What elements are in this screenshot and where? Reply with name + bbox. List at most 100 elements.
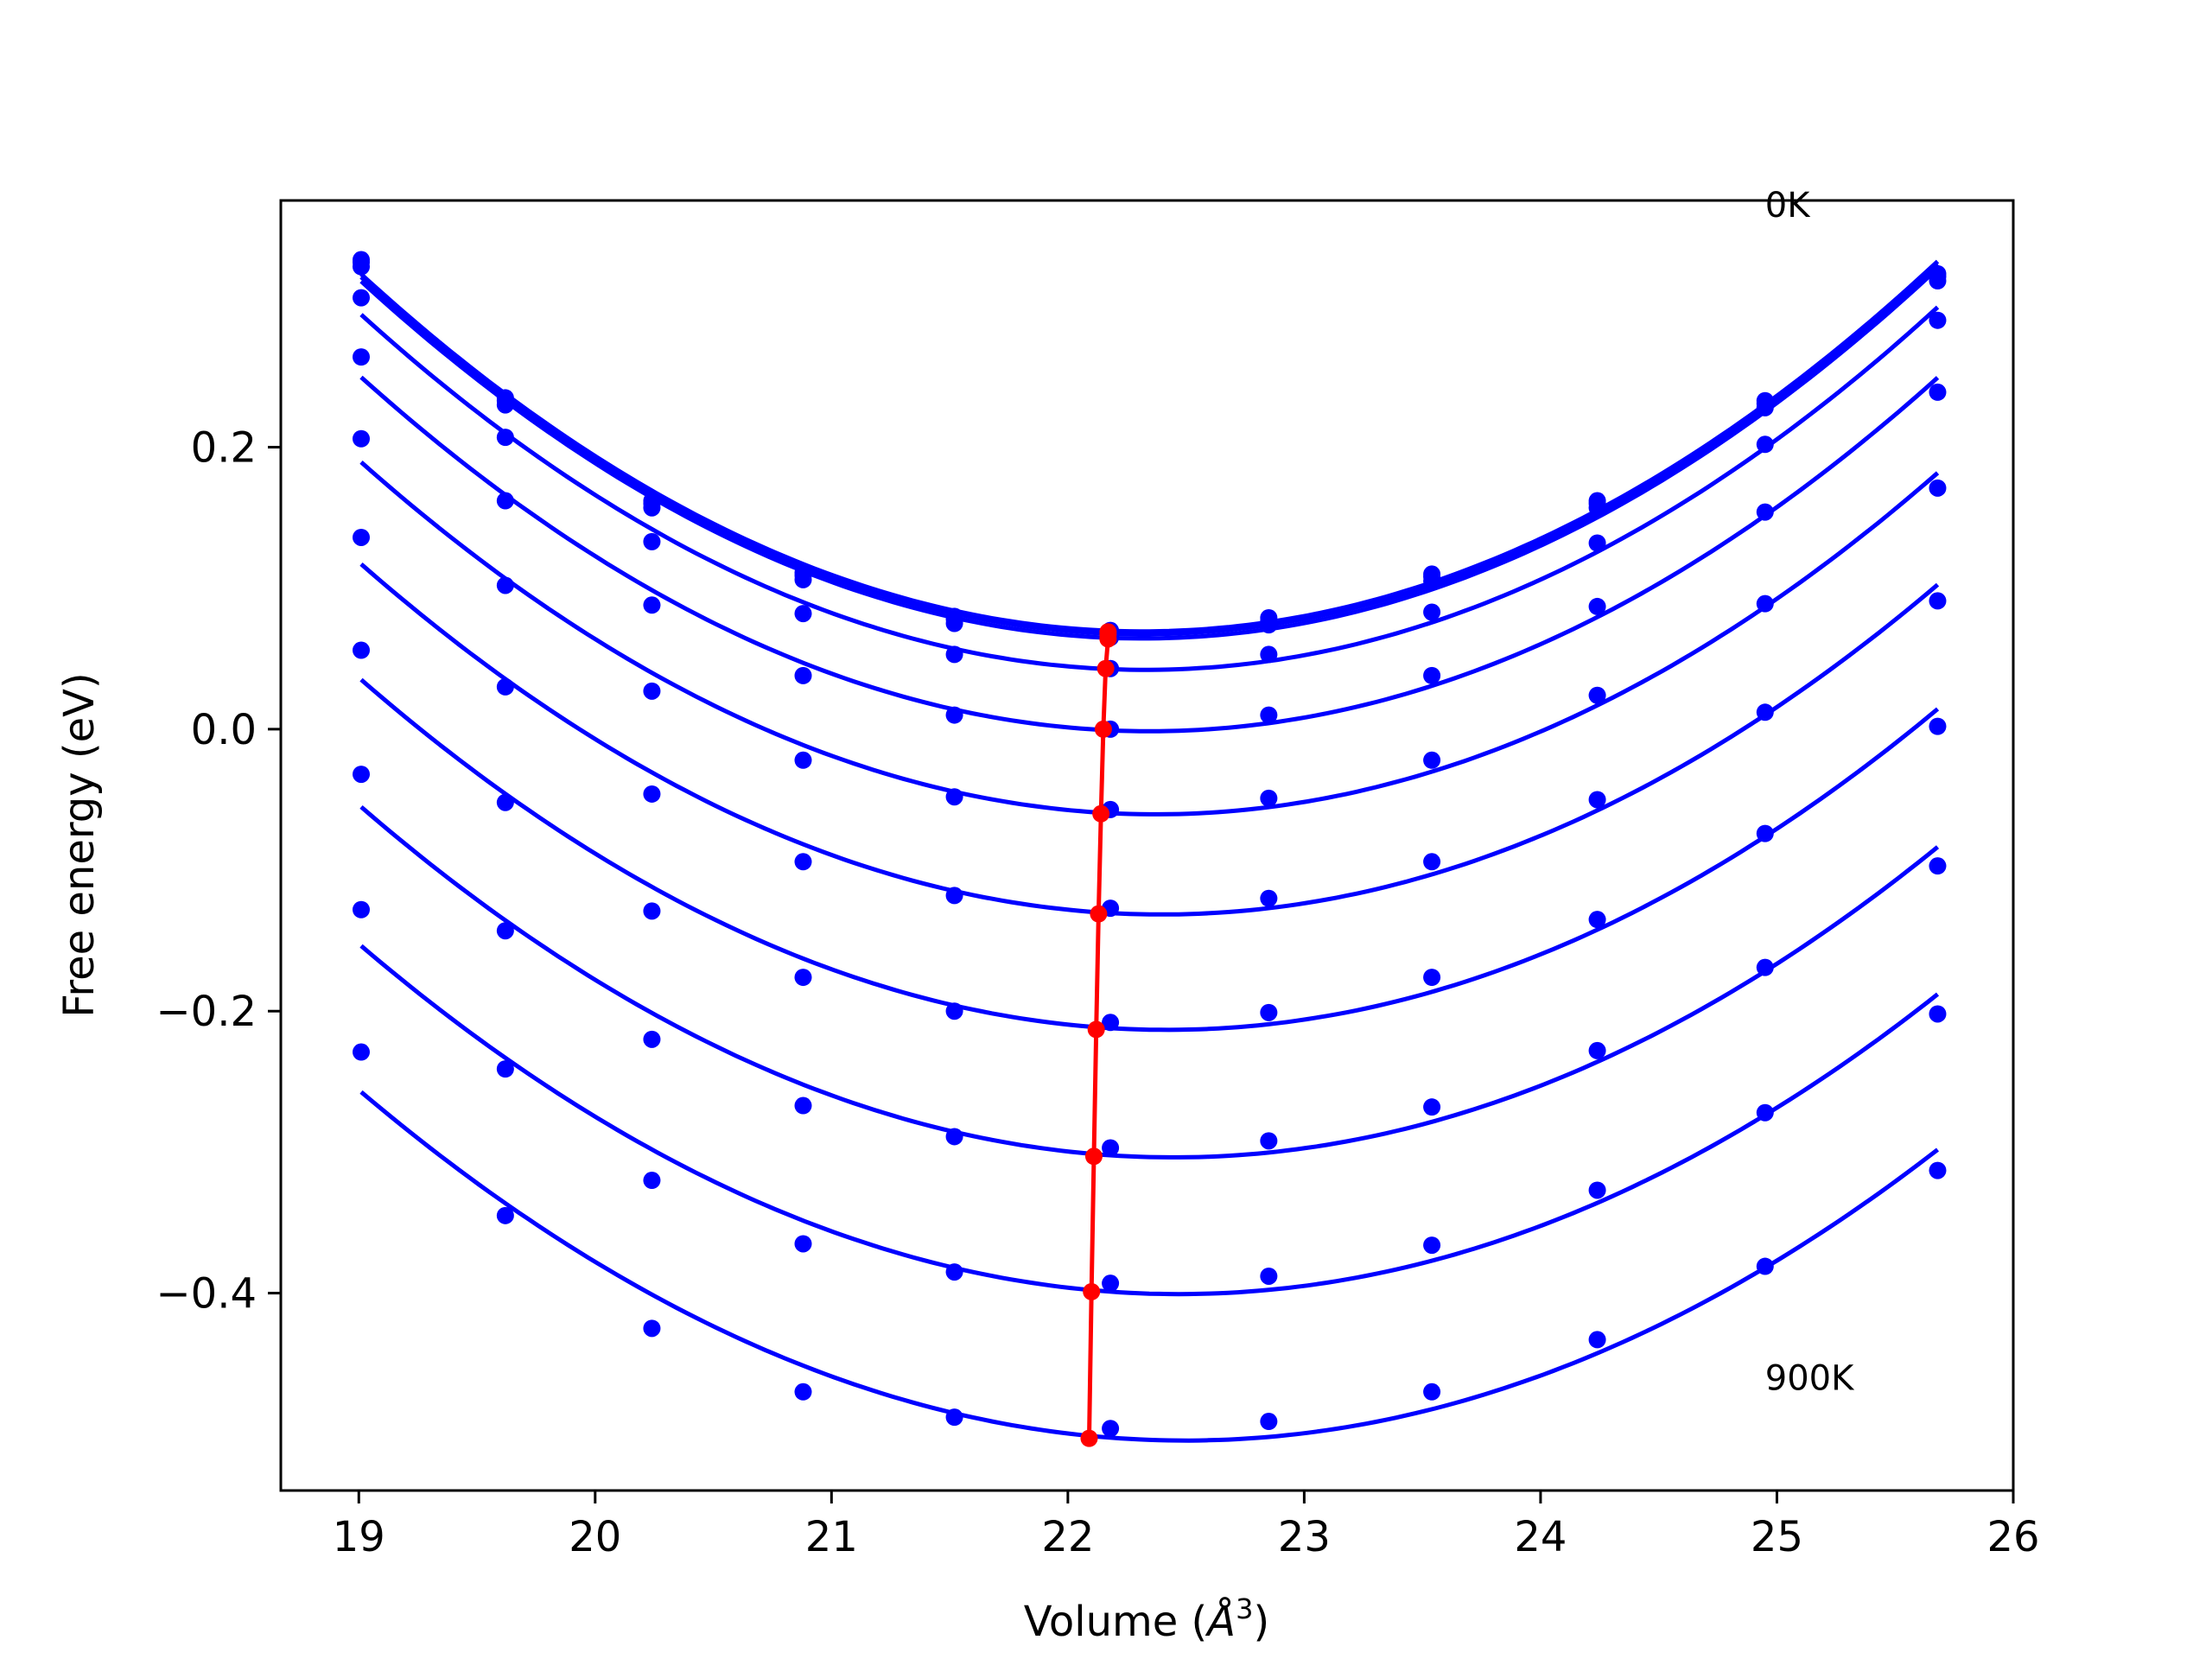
x-axis-label: Volume (Å3) <box>1024 1592 1269 1646</box>
data-point <box>496 793 514 811</box>
data-point <box>643 499 661 517</box>
data-point <box>945 788 963 806</box>
x-tick-label: 26 <box>1986 1513 2039 1561</box>
minimum-point <box>1099 630 1117 648</box>
data-point <box>643 902 661 920</box>
data-point <box>1929 311 1947 329</box>
data-point <box>1756 1257 1774 1275</box>
data-point <box>1423 603 1441 621</box>
data-point <box>1588 686 1606 704</box>
data-point <box>1929 857 1947 875</box>
data-point <box>1260 789 1278 807</box>
data-point <box>496 677 514 696</box>
data-point <box>1260 706 1278 724</box>
data-point <box>1588 534 1606 552</box>
data-point <box>945 1408 963 1427</box>
annotation-layer: 0K 900K <box>1765 186 1855 1399</box>
fit-curve-2 <box>359 266 1940 641</box>
data-point <box>1756 398 1774 416</box>
data-point <box>353 1043 371 1061</box>
data-point <box>1756 703 1774 721</box>
data-point <box>794 605 812 623</box>
data-point <box>1929 272 1947 290</box>
y-tick-label: −0.2 <box>156 988 257 1036</box>
data-point <box>643 596 661 614</box>
data-point <box>794 1382 812 1401</box>
data-point <box>353 289 371 307</box>
fit-curve-4 <box>359 375 1940 734</box>
data-point <box>1756 435 1774 454</box>
data-point <box>1260 1413 1278 1431</box>
fit-curve-7 <box>359 677 1940 1033</box>
data-point <box>1588 791 1606 809</box>
data-point <box>794 1235 812 1253</box>
data-point <box>1423 1098 1441 1116</box>
fit-curve-6 <box>359 563 1940 917</box>
y-axis-label: Free energy (eV) <box>55 672 104 1017</box>
data-point <box>1756 594 1774 613</box>
data-point <box>1756 1103 1774 1122</box>
data-point <box>945 614 963 632</box>
data-point <box>1423 969 1441 987</box>
data-point <box>794 570 812 588</box>
data-point <box>643 682 661 700</box>
y-tick-label: −0.4 <box>156 1270 257 1319</box>
data-point <box>1588 1181 1606 1199</box>
x-tick-label: 25 <box>1751 1513 1803 1561</box>
fit-curve-5 <box>359 461 1940 817</box>
data-point <box>794 853 812 871</box>
data-point <box>945 887 963 905</box>
temperature-annotation: 900K <box>1765 1358 1855 1398</box>
data-point <box>945 706 963 724</box>
data-point <box>1260 1132 1278 1150</box>
data-point <box>496 492 514 510</box>
data-point <box>496 922 514 940</box>
data-point <box>1260 1267 1278 1285</box>
x-tick-label: 19 <box>333 1513 385 1561</box>
data-point <box>496 429 514 447</box>
data-point <box>353 900 371 918</box>
data-point <box>496 1060 514 1078</box>
x-tick-label: 22 <box>1041 1513 1094 1561</box>
x-tick-label: 23 <box>1278 1513 1331 1561</box>
fit-curve-10 <box>359 1090 1940 1443</box>
data-point <box>945 1128 963 1146</box>
data-point <box>1260 1003 1278 1021</box>
data-point <box>1260 616 1278 634</box>
minimum-point <box>1080 1429 1098 1447</box>
data-point <box>643 1319 661 1338</box>
data-point <box>1102 1139 1120 1157</box>
data-point <box>1423 666 1441 684</box>
data-point <box>1102 1014 1120 1032</box>
data-point <box>496 1206 514 1224</box>
data-point <box>1423 751 1441 769</box>
data-point <box>1588 597 1606 615</box>
fit-curve-0 <box>359 259 1940 634</box>
data-point <box>643 532 661 550</box>
data-point <box>353 348 371 366</box>
data-point <box>1588 1041 1606 1059</box>
data-point <box>643 785 661 803</box>
data-point <box>945 1263 963 1281</box>
data-point <box>1588 499 1606 517</box>
data-point <box>1102 1420 1120 1438</box>
x-tick-label: 21 <box>805 1513 858 1561</box>
plot-frame <box>279 199 2015 1492</box>
fit-curve-9 <box>359 944 1940 1297</box>
data-point <box>353 766 371 784</box>
minimum-point <box>1096 659 1115 677</box>
minimum-point <box>1094 720 1112 738</box>
data-point <box>496 576 514 594</box>
data-point <box>1756 824 1774 842</box>
y-tick-label: 0.2 <box>191 424 257 473</box>
data-point <box>794 1096 812 1115</box>
y-tick-label: 0.0 <box>191 706 257 754</box>
data-point <box>1588 911 1606 929</box>
data-point <box>1929 1161 1947 1179</box>
minimum-point <box>1090 905 1108 923</box>
data-point <box>1756 503 1774 521</box>
data-point <box>794 969 812 987</box>
data-point <box>1423 1236 1441 1255</box>
data-point <box>1423 1382 1441 1401</box>
minimum-point <box>1084 1147 1103 1166</box>
